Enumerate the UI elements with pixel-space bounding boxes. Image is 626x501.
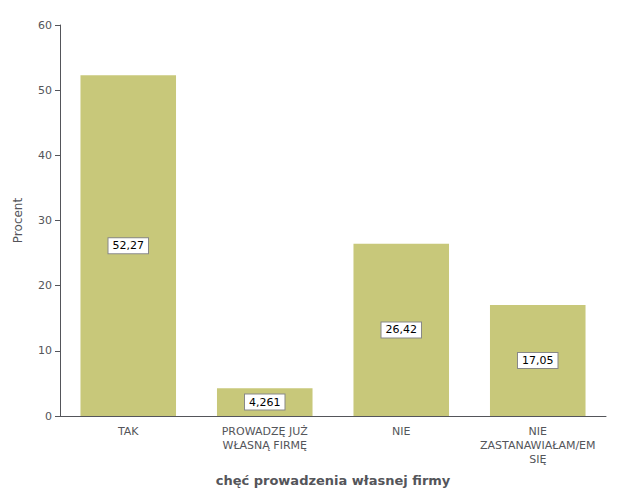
svg-text:17,05: 17,05: [522, 354, 554, 367]
svg-text:PROWADZĘ JUŻ: PROWADZĘ JUŻ: [222, 425, 308, 438]
svg-text:chęć prowadzenia własnej firmy: chęć prowadzenia własnej firmy: [216, 473, 451, 488]
svg-text:WŁASNĄ FIRMĘ: WŁASNĄ FIRMĘ: [223, 439, 308, 452]
svg-text:0: 0: [45, 410, 52, 423]
svg-text:TAK: TAK: [117, 425, 139, 438]
svg-text:NIE: NIE: [529, 425, 547, 438]
svg-text:10: 10: [38, 344, 52, 357]
svg-text:NIE: NIE: [392, 425, 410, 438]
svg-text:26,42: 26,42: [386, 323, 418, 336]
svg-text:60: 60: [38, 19, 52, 32]
svg-text:30: 30: [38, 214, 52, 227]
svg-text:50: 50: [38, 84, 52, 97]
svg-text:Procent: Procent: [11, 198, 25, 244]
svg-text:4,261: 4,261: [249, 396, 281, 409]
svg-text:ZASTANAWIAŁAM/EM: ZASTANAWIAŁAM/EM: [480, 439, 596, 452]
svg-text:52,27: 52,27: [113, 239, 145, 252]
svg-text:20: 20: [38, 279, 52, 292]
svg-text:SIĘ: SIĘ: [529, 453, 546, 466]
svg-text:40: 40: [38, 149, 52, 162]
